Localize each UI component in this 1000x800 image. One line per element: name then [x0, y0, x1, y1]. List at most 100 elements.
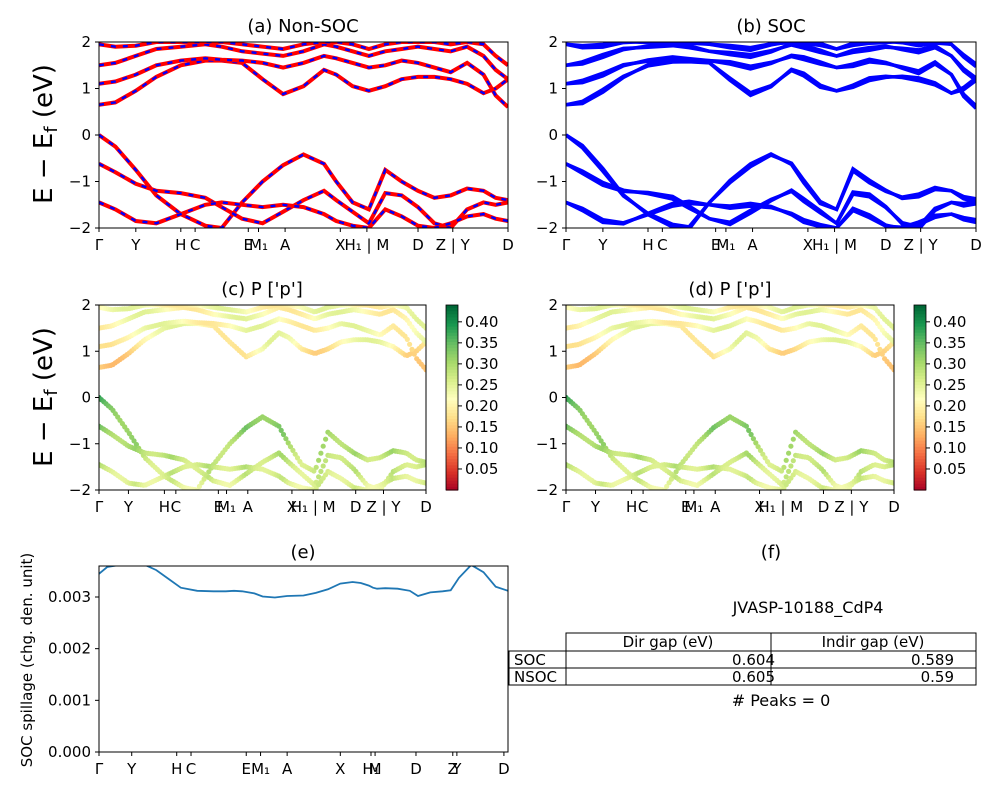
- colorbar-cell: [914, 375, 926, 380]
- band-point: [283, 436, 289, 442]
- band-point: [891, 325, 894, 331]
- band-point: [664, 483, 670, 489]
- colorbar-cell: [446, 332, 458, 337]
- colorbar-cell: [446, 391, 458, 396]
- x-tick-label: X: [335, 760, 345, 778]
- y-tick-label: 1: [81, 342, 91, 360]
- colorbar-cell: [914, 332, 926, 337]
- colorbar-cell: [446, 456, 458, 460]
- band-point: [786, 468, 792, 474]
- colorbar-cell: [914, 462, 926, 466]
- colorbar-cell: [914, 314, 926, 318]
- y-tick-label: 2: [81, 296, 91, 314]
- colorbar-cell: [446, 422, 458, 426]
- colorbar-cell: [446, 459, 458, 463]
- band-points: [566, 305, 894, 490]
- band-point: [323, 436, 329, 442]
- band-point: [285, 440, 291, 446]
- colorbar-cell: [446, 465, 458, 470]
- colorbar-cell: [914, 320, 926, 325]
- x-tick-label: D: [420, 498, 432, 516]
- colorbar-cell: [446, 375, 458, 380]
- colorbar-tick-label: 0.35: [933, 334, 966, 352]
- colorbar-cell: [446, 323, 458, 328]
- colorbar-tick-label: 0.05: [465, 460, 498, 478]
- band-point: [757, 447, 764, 453]
- colorbar-cell: [914, 474, 926, 479]
- colorbar-cell: [446, 400, 458, 405]
- y-tick-label: −1: [69, 435, 91, 453]
- colorbar-cell: [914, 409, 926, 414]
- colorbar-cell: [914, 468, 926, 473]
- colorbar-cell: [446, 335, 458, 340]
- axes-frame: [565, 41, 977, 229]
- y-tick-label: 0: [548, 389, 558, 407]
- colorbar-cell: [914, 446, 926, 451]
- band-point: [746, 427, 752, 433]
- spillage-line-group: [99, 566, 508, 599]
- y-tick-label: 1: [548, 80, 558, 98]
- colorbar-cell: [914, 366, 926, 371]
- x-tick-label: H: [159, 498, 170, 516]
- y-tick-label: 0.002: [48, 640, 91, 658]
- panel-c-title: (c) P ['p']: [221, 279, 303, 300]
- colorbar-cell: [914, 400, 926, 405]
- x-tick-label: Z | Y: [834, 498, 869, 516]
- table-header-indir: Indir gap (eV): [822, 633, 925, 651]
- colorbar-cell: [446, 305, 458, 309]
- x-tick-label: Γ: [95, 760, 104, 778]
- x-tick-label: C: [190, 236, 200, 254]
- colorbar-cell: [914, 459, 926, 463]
- colorbar-cell: [914, 422, 926, 426]
- band-point: [294, 455, 301, 461]
- colorbar-cell: [914, 453, 926, 457]
- x-tick-label: Y: [123, 498, 134, 516]
- panel-b-title: (b) SOC: [736, 16, 805, 37]
- x-tick-label: Γ: [562, 236, 571, 254]
- panel-a-title: (a) Non-SOC: [247, 16, 358, 37]
- colorbar-cell: [914, 428, 926, 433]
- colorbar-tick-label: 0.05: [933, 460, 966, 478]
- band-point: [323, 458, 329, 464]
- colorbar-cell: [446, 308, 458, 312]
- gap-table: [508, 632, 977, 686]
- band-point: [891, 367, 894, 373]
- colorbar-cell: [446, 443, 458, 448]
- colorbar-cell: [446, 449, 458, 454]
- band-point: [316, 474, 322, 480]
- y-tick-label: 0.003: [48, 588, 91, 606]
- colorbar-cell: [446, 440, 458, 445]
- colorbar-cell: [914, 357, 926, 362]
- colorbar-cell: [446, 388, 458, 392]
- band-point: [781, 464, 787, 470]
- colorbar-cell: [914, 342, 926, 346]
- x-tick-label: A: [280, 236, 291, 254]
- x-tick-label: A: [747, 236, 758, 254]
- band-point: [316, 457, 322, 463]
- colorbar-cell: [446, 431, 458, 436]
- band-point: [790, 458, 796, 464]
- x-tick-label: X: [335, 236, 345, 254]
- band-point: [790, 436, 796, 442]
- x-tick-label: X: [287, 498, 297, 516]
- y-tick-label: 0: [81, 126, 91, 144]
- band-point: [423, 367, 426, 373]
- x-tick-label: H₁: [362, 760, 379, 778]
- x-tick-label: A: [282, 760, 293, 778]
- colorbar-cell: [446, 363, 458, 368]
- band-point: [320, 463, 326, 469]
- x-tick-label: H: [626, 498, 637, 516]
- x-tick-label: Γ: [562, 498, 571, 516]
- panel-f: (f) JVASP-10188_CdP4 Dir gap (eV) Indir …: [508, 542, 977, 710]
- x-tick-label: Z | Y: [366, 498, 401, 516]
- x-tick-label: D: [970, 236, 982, 254]
- y-tick-label: 1: [81, 80, 91, 98]
- band-line-dash: [99, 134, 508, 228]
- x-tick-label: C: [638, 498, 648, 516]
- colorbar-cell: [914, 382, 926, 386]
- axes-frame: [565, 304, 895, 491]
- axes-frame: [98, 304, 427, 491]
- x-tick-label: X: [803, 236, 813, 254]
- band-point: [788, 463, 794, 469]
- band-point: [748, 431, 754, 438]
